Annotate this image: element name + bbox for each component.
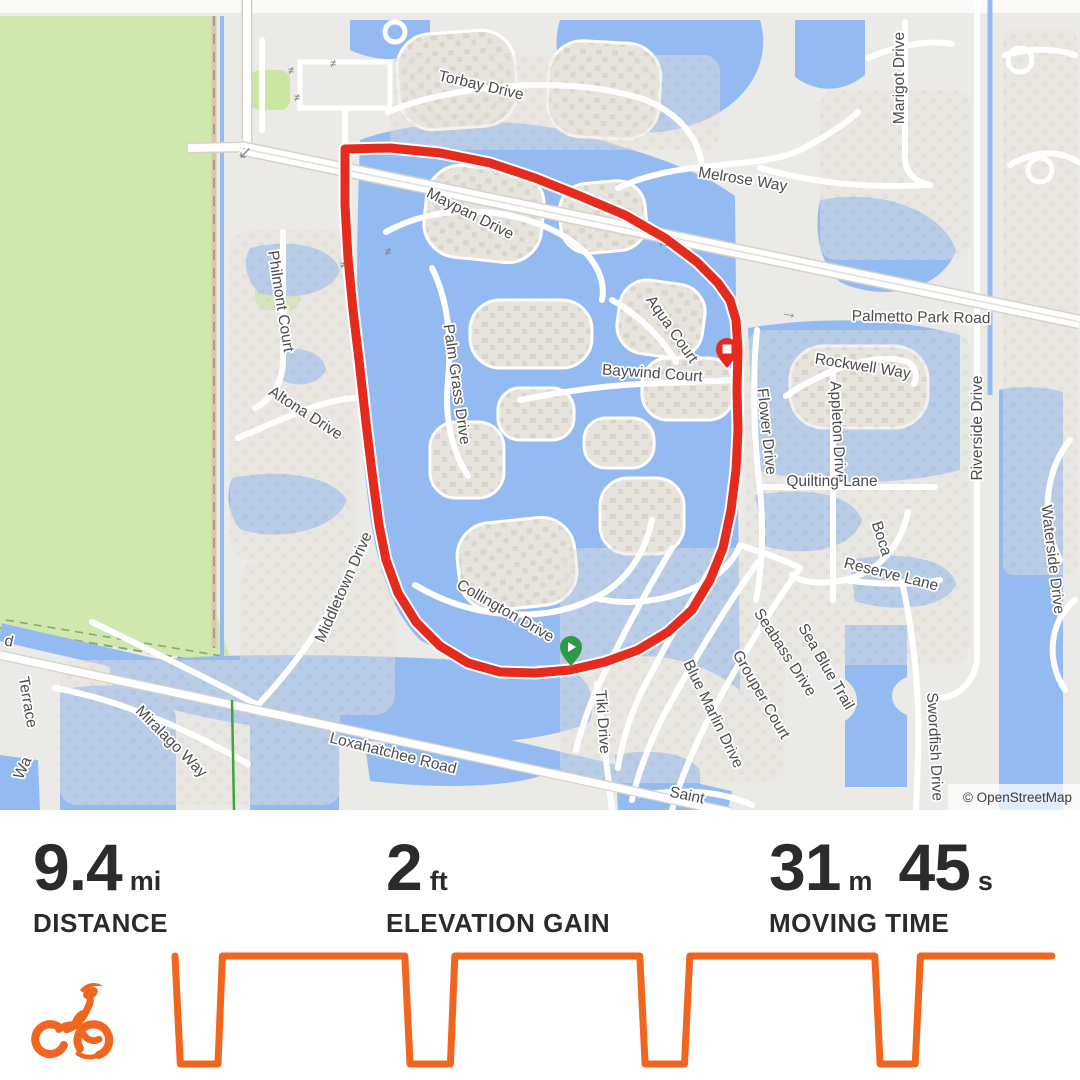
- svg-text:←: ←: [654, 231, 675, 253]
- svg-text:↙: ↙: [238, 143, 252, 162]
- distance-unit: mi: [129, 866, 162, 896]
- svg-text:≠: ≠: [385, 246, 391, 258]
- street-label: Riverside Drive: [969, 375, 986, 480]
- play-triangle-icon: [568, 642, 576, 652]
- route-map: ≠ ≠ ≠ ≠ ≠ ← → ↙ Torbay Drive Melrose Way Mari…: [0, 0, 1080, 810]
- svg-text:≠: ≠: [294, 92, 300, 104]
- distance-value: 9.4: [33, 830, 123, 904]
- elevation-line: [171, 952, 1056, 1068]
- svg-text:≠: ≠: [288, 65, 294, 77]
- osm-attribution-link: © OpenStreetMap: [963, 790, 1072, 805]
- stat-distance: 9.4 mi DISTANCE: [33, 834, 168, 939]
- oneway-arrow-icons: ← → ↙: [238, 143, 800, 323]
- stat-elevation-gain: 2 ft ELEVATION GAIN: [386, 834, 610, 939]
- route-start-marker: [560, 636, 582, 666]
- time-minutes-value: 31: [769, 830, 841, 904]
- cyclist-icon: [31, 983, 114, 1061]
- map-top-strip: [0, 0, 1080, 13]
- moving-time-label: MOVING TIME: [769, 908, 950, 938]
- elevation-footer: [0, 940, 1080, 1080]
- distance-label: DISTANCE: [33, 908, 168, 938]
- barrier-icons: ≠ ≠ ≠ ≠ ≠: [288, 58, 391, 271]
- stats-row: 9.4 mi DISTANCE 2 ft ELEVATION GAIN 31 m…: [0, 812, 1080, 942]
- time-seconds-value: 45: [898, 830, 970, 904]
- attribution[interactable]: © OpenStreetMap: [948, 784, 1080, 810]
- elevation-unit: ft: [429, 866, 448, 896]
- time-seconds-unit: s: [977, 866, 993, 896]
- svg-text:≠: ≠: [340, 259, 346, 271]
- stop-square-icon: [722, 344, 732, 354]
- route-end-marker: [716, 338, 738, 368]
- stat-moving-time: 31 m 45 s MOVING TIME: [769, 834, 993, 939]
- street-label: Baywind Court: [601, 362, 703, 386]
- street-label: Quilting Lane: [786, 473, 877, 490]
- elevation-profile-chart: [171, 952, 1056, 1068]
- time-minutes-unit: m: [848, 866, 873, 896]
- elevation-label: ELEVATION GAIN: [386, 908, 611, 938]
- gps-route-line: [340, 143, 743, 678]
- roads-minor: [52, 0, 1080, 810]
- street-label: Palmetto Park Road: [852, 308, 991, 327]
- street-label: Marigot Drive: [891, 32, 908, 124]
- svg-text:→: →: [779, 301, 800, 323]
- elevation-value: 2: [386, 830, 423, 904]
- svg-text:≠: ≠: [330, 58, 336, 70]
